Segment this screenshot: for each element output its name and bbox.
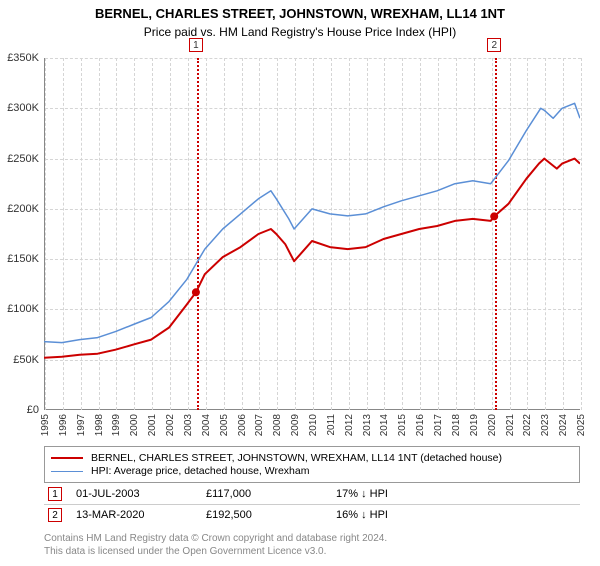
transaction-delta: 16% ↓ HPI — [336, 509, 466, 521]
marker-dot — [192, 288, 200, 296]
table-row: 1 01-JUL-2003£117,00017% ↓ HPI — [44, 484, 580, 505]
footer-line-2: This data is licensed under the Open Gov… — [44, 545, 580, 558]
xtick-label: 2012 — [344, 414, 355, 436]
legend-row: BERNEL, CHARLES STREET, JOHNSTOWN, WREXH… — [51, 452, 573, 464]
xtick-label: 2005 — [219, 414, 230, 436]
xtick-label: 2014 — [379, 414, 390, 436]
xtick-label: 1999 — [111, 414, 122, 436]
chart-svg — [44, 58, 580, 410]
transaction-date: 13-MAR-2020 — [76, 509, 206, 521]
legend-swatch — [51, 457, 83, 459]
transaction-marker-box: 1 — [48, 487, 62, 501]
xtick-label: 2024 — [558, 414, 569, 436]
page-subtitle: Price paid vs. HM Land Registry's House … — [0, 25, 600, 39]
xtick-label: 1998 — [94, 414, 105, 436]
xtick-label: 2008 — [272, 414, 283, 436]
marker-label-box: 2 — [487, 38, 501, 52]
marker-label-box: 1 — [189, 38, 203, 52]
vgrid — [581, 58, 582, 410]
xtick-label: 2001 — [147, 414, 158, 436]
xtick-label: 2016 — [415, 414, 426, 436]
xtick-label: 2018 — [451, 414, 462, 436]
legend-label: BERNEL, CHARLES STREET, JOHNSTOWN, WREXH… — [91, 452, 502, 464]
xtick-label: 2011 — [326, 414, 337, 436]
xtick-label: 2025 — [576, 414, 587, 436]
transaction-date: 01-JUL-2003 — [76, 488, 206, 500]
xtick-label: 2007 — [254, 414, 265, 436]
page-title: BERNEL, CHARLES STREET, JOHNSTOWN, WREXH… — [0, 6, 600, 21]
xtick-label: 2006 — [237, 414, 248, 436]
legend-row: HPI: Average price, detached house, Wrex… — [51, 465, 573, 477]
xtick-label: 2017 — [433, 414, 444, 436]
xtick-label: 1995 — [40, 414, 51, 436]
xtick-label: 2015 — [397, 414, 408, 436]
transactions-table: 1 01-JUL-2003£117,00017% ↓ HPI 2 13-MAR-202… — [44, 484, 580, 525]
xtick-label: 2013 — [362, 414, 373, 436]
legend-label: HPI: Average price, detached house, Wrex… — [91, 465, 310, 477]
price-chart: £0£50K£100K£150K£200K£250K£300K£350K1995… — [44, 58, 580, 410]
xtick-label: 2010 — [308, 414, 319, 436]
legend-box: BERNEL, CHARLES STREET, JOHNSTOWN, WREXH… — [44, 446, 580, 483]
transaction-price: £117,000 — [206, 488, 336, 500]
xtick-label: 2019 — [469, 414, 480, 436]
xtick-label: 2002 — [165, 414, 176, 436]
ytick-label: £100K — [7, 303, 39, 315]
ytick-label: £350K — [7, 52, 39, 64]
ytick-label: £150K — [7, 253, 39, 265]
ytick-label: £300K — [7, 102, 39, 114]
ytick-label: £200K — [7, 203, 39, 215]
xtick-label: 2009 — [290, 414, 301, 436]
transaction-price: £192,500 — [206, 509, 336, 521]
xtick-label: 2022 — [522, 414, 533, 436]
transaction-marker-box: 2 — [48, 508, 62, 522]
xtick-label: 2000 — [129, 414, 140, 436]
xtick-label: 2003 — [183, 414, 194, 436]
series-hpi — [44, 103, 580, 342]
legend-swatch — [51, 471, 83, 472]
footer-line-1: Contains HM Land Registry data © Crown c… — [44, 532, 580, 545]
ytick-label: £250K — [7, 153, 39, 165]
transaction-delta: 17% ↓ HPI — [336, 488, 466, 500]
xtick-label: 2004 — [201, 414, 212, 436]
xtick-label: 2020 — [487, 414, 498, 436]
xtick-label: 2021 — [505, 414, 516, 436]
footer-attribution: Contains HM Land Registry data © Crown c… — [44, 532, 580, 558]
table-row: 2 13-MAR-2020£192,50016% ↓ HPI — [44, 505, 580, 525]
marker-dot — [490, 212, 498, 220]
xtick-label: 2023 — [540, 414, 551, 436]
xtick-label: 1996 — [58, 414, 69, 436]
ytick-label: £50K — [13, 354, 39, 366]
ytick-label: £0 — [27, 404, 39, 416]
xtick-label: 1997 — [76, 414, 87, 436]
